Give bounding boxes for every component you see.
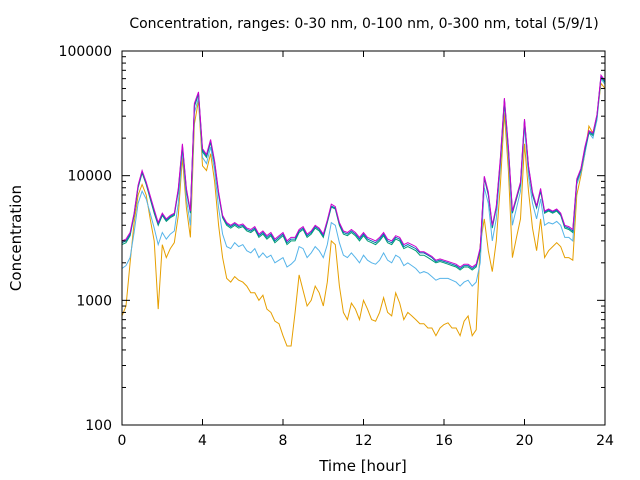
x-tick-label: 16 (435, 433, 453, 449)
x-tick-label: 4 (198, 433, 207, 449)
x-tick-label: 0 (118, 433, 127, 449)
y-tick-label: 100 (85, 418, 112, 434)
y-tick-label: 1000 (76, 293, 112, 309)
x-tick-label: 24 (596, 433, 614, 449)
y-axis-label: Concentration (7, 185, 25, 291)
x-tick-label: 20 (516, 433, 534, 449)
series-line-5 (121, 73, 606, 268)
axis-layer: 0 4 8 12 16 20 24 100 1000 10000 100000 (59, 44, 614, 449)
plot-frame (121, 50, 606, 426)
chart-title: Concentration, ranges: 0-30 nm, 0-100 nm… (129, 16, 598, 32)
x-tick-label: 8 (279, 433, 288, 449)
series-line-1 (121, 82, 606, 347)
y-tick-label: 100000 (59, 44, 112, 60)
x-axis-label: Time [hour] (318, 457, 407, 475)
series-layer (121, 73, 606, 347)
x-tick-label: 12 (355, 433, 373, 449)
y-tick-label: 10000 (67, 169, 112, 185)
